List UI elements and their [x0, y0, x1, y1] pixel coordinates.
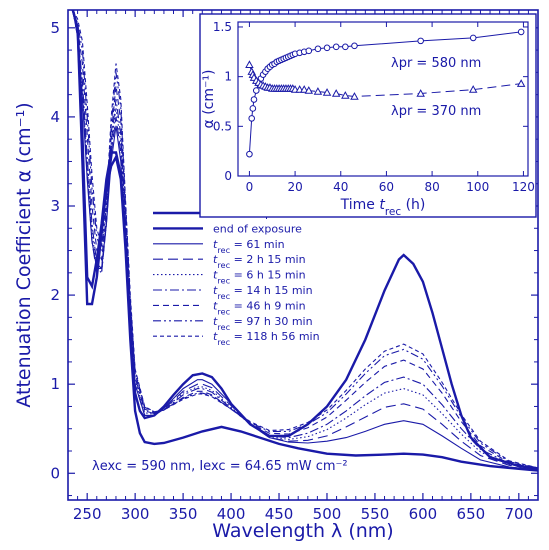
inset-point-circle — [250, 96, 258, 103]
inset-point-circle — [249, 105, 257, 112]
legend-label-1: end of exposure — [213, 222, 302, 235]
inset-point-circle — [323, 44, 331, 52]
series-line-4 — [72, 10, 538, 470]
inset-y-tick-label: 1 — [224, 70, 232, 84]
y-tick-label: 0 — [50, 464, 60, 482]
inset-point-circle — [252, 87, 260, 94]
x-tick-label: 600 — [409, 505, 438, 523]
inset-point-triangle — [516, 79, 526, 87]
inset-x-tick-label: 40 — [333, 180, 348, 194]
inset-x-axis-label: Time trec (h) — [340, 197, 426, 218]
series-line-6 — [72, 10, 538, 469]
x-tick-label: 450 — [265, 505, 294, 523]
inset-point-circle — [246, 150, 253, 158]
legend-label-4: trec = 6 h 15 min — [213, 269, 306, 286]
series-line-8 — [72, 10, 538, 469]
series-line-5 — [72, 10, 538, 469]
inset-point-circle — [351, 42, 358, 50]
inset-frame — [237, 21, 529, 177]
inset-point-triangle — [341, 91, 350, 99]
inset-point-circle — [417, 37, 424, 45]
inset-point-triangle — [350, 92, 359, 100]
series-line-0 — [71, 10, 538, 472]
inset-label-580: λpr = 580 nm — [391, 56, 481, 71]
main-plot: 250 300 350 400 450 500 550 600 650 700012345Wave… — [13, 9, 539, 542]
inset-x-tick-label: 0 — [246, 180, 254, 194]
inset-x-tick-label: 60 — [379, 180, 394, 194]
inset-y-axis-label: α (cm⁻¹) — [201, 70, 217, 129]
x-tick-label: 400 — [217, 505, 246, 523]
y-tick-label: 1 — [50, 375, 60, 393]
inset-point-triangle — [245, 60, 254, 68]
inset-y-tick-label: 0.5 — [213, 119, 232, 133]
inset-point-triangle — [299, 85, 309, 93]
inset-point-circle — [248, 115, 256, 122]
series-line-7 — [72, 10, 538, 469]
y-tick-label: 5 — [50, 19, 60, 37]
x-tick-label: 700 — [504, 505, 533, 523]
inset-x-tick-label: 80 — [424, 180, 439, 194]
inset-plot: 0 20 40 60 80 100 120 0 0.5 1 1.5 Time trec (h) α (c… — [199, 13, 537, 218]
series-line-3 — [72, 10, 538, 470]
y-tick-label: 4 — [50, 108, 60, 126]
legend-label-7: trec = 97 h 30 min — [213, 315, 313, 332]
y-tick-label: 3 — [50, 197, 60, 215]
y-tick-label: 2 — [50, 286, 60, 304]
x-tick-label: 650 — [457, 505, 486, 523]
inset-point-triangle — [468, 85, 478, 93]
inset-label-370: λpr = 370 nm — [391, 104, 481, 119]
inset-y-tick-label: 1.5 — [213, 20, 232, 34]
inset-point-triangle — [322, 88, 332, 96]
legend-label-6: trec = 46 h 9 min — [213, 299, 306, 316]
x-axis-label: Wavelength λ (nm) — [212, 520, 393, 542]
inset-point-circle — [314, 45, 322, 53]
inset-point-circle — [305, 47, 313, 55]
inset-point-circle — [342, 43, 349, 51]
inset-x-tick-label: 120 — [512, 180, 535, 194]
y-axis-label: Attenuation Coefficient α (cm⁻¹) — [13, 102, 35, 407]
inset-point-circle — [332, 43, 340, 51]
legend-label-8: trec = 118 h 56 min — [213, 330, 320, 347]
excitation-annotation: λexc = 590 nm, Iexc = 64.65 mW cm⁻² — [92, 459, 348, 474]
inset-point-triangle — [313, 87, 323, 95]
inset-point-triangle — [416, 89, 425, 97]
legend-label-3: trec = 2 h 15 min — [213, 253, 306, 270]
inset-background — [199, 13, 537, 218]
x-tick-label: 300 — [121, 505, 150, 523]
inset-point-triangle — [331, 89, 341, 97]
legend-label-5: trec = 14 h 15 min — [213, 284, 313, 301]
inset-point-circle — [517, 28, 525, 36]
inset-x-tick-label: 20 — [287, 180, 302, 194]
x-tick-label: 250 — [73, 505, 102, 523]
inset-x-tick-label: 100 — [466, 180, 489, 194]
inset-y-tick-label: 0 — [224, 169, 232, 183]
legend-label-2: trec = 61 min — [213, 238, 285, 255]
plot-frame — [67, 9, 539, 501]
inset-point-circle — [469, 34, 477, 42]
x-tick-label: 350 — [169, 505, 198, 523]
x-tick-label: 500 — [313, 505, 342, 523]
inset-point-triangle — [304, 86, 314, 94]
x-tick-label: 550 — [361, 505, 390, 523]
